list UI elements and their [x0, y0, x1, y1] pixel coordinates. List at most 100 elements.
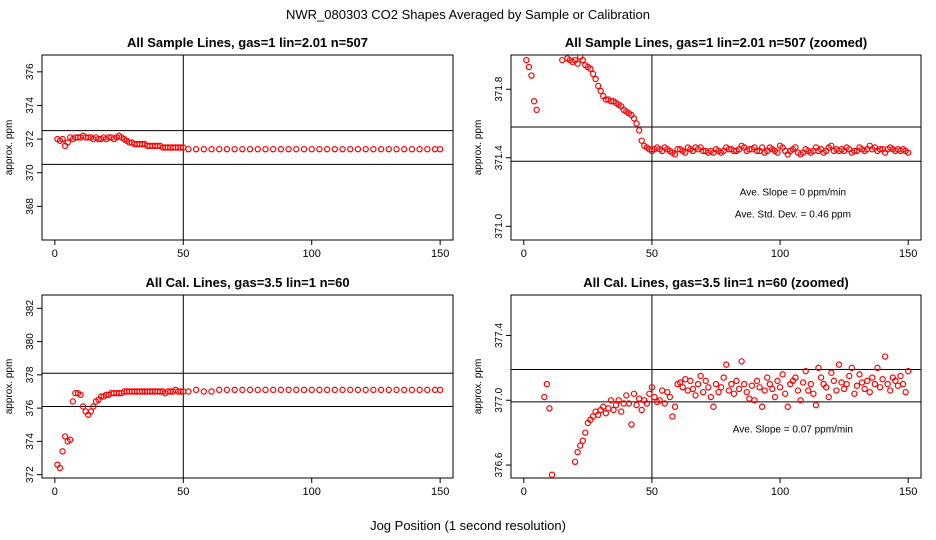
data-point: [661, 400, 668, 407]
data-point: [90, 403, 97, 410]
data-point: [612, 401, 620, 409]
data-point: [559, 56, 566, 64]
data-point: [59, 448, 66, 455]
data-point: [658, 387, 666, 394]
data-point: [316, 386, 323, 394]
chart-title: All Sample Lines, gas=1 lin=2.01 n=507: [127, 35, 368, 50]
data-point: [594, 411, 602, 419]
data-point: [579, 437, 586, 444]
data-point: [684, 387, 692, 394]
data-point: [876, 384, 884, 391]
y-tick-label: 370: [25, 164, 36, 181]
chart-title: All Sample Lines, gas=1 lin=2.01 n=507 (…: [565, 35, 867, 50]
chart-title: All Cal. Lines, gas=3.5 lin=1 n=60: [145, 275, 349, 290]
chart-panel-1: All Sample Lines, gas=1 lin=2.01 n=507 ap…: [4, 35, 454, 260]
data-point: [702, 377, 709, 385]
y-tick-label: 378: [25, 366, 36, 383]
data-point: [617, 408, 625, 415]
y-tick-label: 374: [25, 433, 36, 450]
data-point: [525, 63, 533, 71]
data-point: [887, 387, 894, 394]
data-point: [208, 145, 215, 153]
data-point: [699, 388, 707, 396]
data-point: [899, 380, 907, 388]
data-point: [858, 379, 866, 386]
data-point: [277, 386, 285, 394]
data-point: [705, 384, 712, 391]
data-point: [733, 377, 740, 385]
data-point: [589, 70, 597, 78]
figure-xlabel: Jog Position (1 second resolution): [370, 518, 566, 533]
data-point: [200, 388, 208, 395]
data-point: [385, 386, 392, 394]
data-point: [216, 386, 223, 394]
plot-frame: [41, 294, 454, 479]
data-point: [416, 145, 423, 153]
data-point: [400, 386, 408, 394]
data-point: [269, 386, 277, 394]
data-point: [761, 387, 768, 394]
chart-title: All Cal. Lines, gas=3.5 lin=1 n=60 (zoom…: [583, 275, 849, 290]
data-point: [635, 127, 643, 134]
data-point: [185, 388, 192, 395]
y-tick-label: 371.4: [494, 145, 505, 170]
data-point: [354, 386, 362, 394]
data-point: [725, 387, 733, 394]
annotation-text: Ave. Slope = 0.07 ppm/min: [733, 425, 853, 436]
data-point: [424, 386, 431, 394]
data-point: [331, 386, 339, 394]
data-point: [810, 390, 817, 397]
y-tick-label: 376: [25, 63, 36, 80]
data-point: [231, 145, 238, 153]
data-point: [316, 145, 323, 153]
data-point: [876, 146, 884, 153]
data-point: [408, 145, 416, 153]
data-point: [794, 387, 802, 394]
data-point: [825, 393, 832, 401]
data-point: [712, 380, 720, 388]
data-point: [694, 380, 702, 388]
data-point: [192, 386, 200, 394]
data-point: [192, 145, 200, 153]
chart-panel-2: All Sample Lines, gas=1 lin=2.01 n=507 (…: [473, 35, 922, 260]
data-point: [871, 380, 879, 388]
data-point: [269, 145, 277, 153]
data-point: [323, 145, 331, 153]
data-point: [751, 397, 758, 404]
data-point: [362, 386, 369, 394]
data-point: [720, 374, 727, 381]
data-point: [666, 393, 674, 401]
data-point: [807, 380, 815, 388]
data-point: [59, 135, 66, 143]
data-point: [87, 408, 95, 415]
data-point: [64, 139, 71, 146]
data-point: [682, 376, 689, 383]
data-point: [630, 115, 638, 122]
data-point: [331, 145, 339, 153]
data-point: [856, 371, 863, 378]
data-point: [748, 382, 756, 389]
data-point: [607, 397, 615, 404]
x-tick-label: 100: [303, 486, 321, 498]
data-point: [853, 382, 861, 389]
data-point: [884, 380, 891, 388]
data-point: [730, 390, 738, 397]
data-point: [828, 369, 835, 376]
data-point: [764, 374, 771, 381]
data-point: [664, 388, 671, 396]
data-point: [185, 145, 192, 153]
x-tick-label: 150: [431, 248, 449, 260]
data-point: [436, 386, 444, 394]
data-point: [758, 144, 766, 151]
points-group: [54, 132, 444, 153]
data-point: [835, 361, 843, 368]
data-point: [671, 403, 679, 410]
x-tick-label: 50: [646, 248, 658, 260]
data-point: [687, 377, 694, 385]
data-point: [208, 388, 215, 395]
data-point: [643, 400, 651, 407]
data-point: [779, 371, 786, 378]
data-point: [393, 386, 400, 394]
points-group: [54, 386, 444, 472]
